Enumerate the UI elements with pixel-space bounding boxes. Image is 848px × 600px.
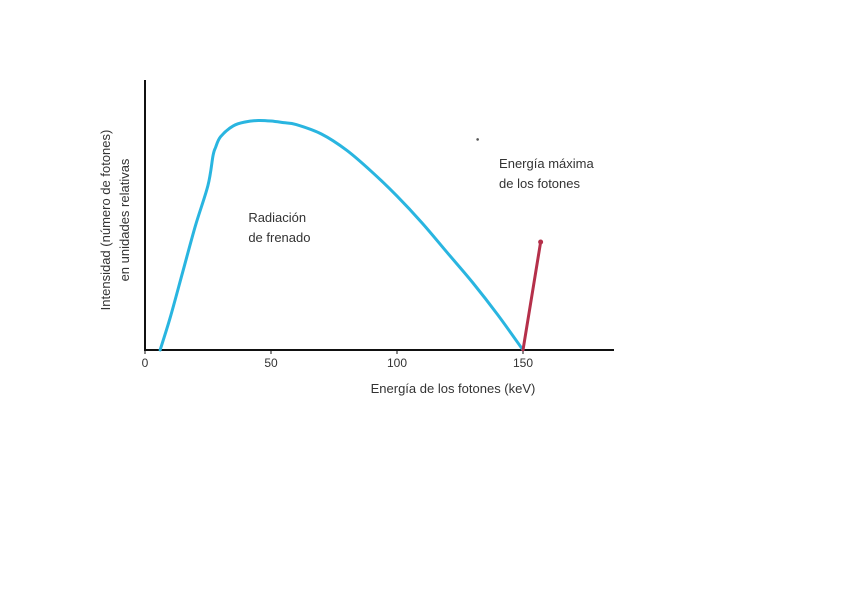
annotation-line: de los fotones [499, 176, 580, 191]
y-axis-title: Intensidad (número de fotones) en unidade… [98, 130, 132, 311]
x-tick-label: 150 [513, 356, 533, 370]
annotations: Radiación de frenado Energía máxima de los … [248, 156, 594, 245]
annotation-line: de frenado [248, 230, 310, 245]
y-axis-title-line: Intensidad (número de fotones) [98, 130, 113, 311]
series-line [158, 118, 525, 352]
annotation-max-energy: Energía máxima de los fotones [499, 156, 594, 191]
x-tick-label: 100 [387, 356, 407, 370]
x-axis-ticks: 0 50 100 150 [142, 350, 533, 370]
x-tick-label: 50 [264, 356, 278, 370]
x-axis-title: Energía de los fotones (keV) [371, 381, 536, 396]
stray-dot [476, 138, 479, 141]
annotation-bremsstrahlung: Radiación de frenado [248, 210, 310, 245]
max-energy-pointer [521, 240, 543, 352]
x-tick-label: 0 [142, 356, 149, 370]
y-axis-title-line: en unidades relativas [117, 158, 132, 281]
annotation-line: Energía máxima [499, 156, 594, 171]
max-energy-pointer-dot [538, 239, 544, 245]
annotation-line: Radiación [248, 210, 306, 225]
